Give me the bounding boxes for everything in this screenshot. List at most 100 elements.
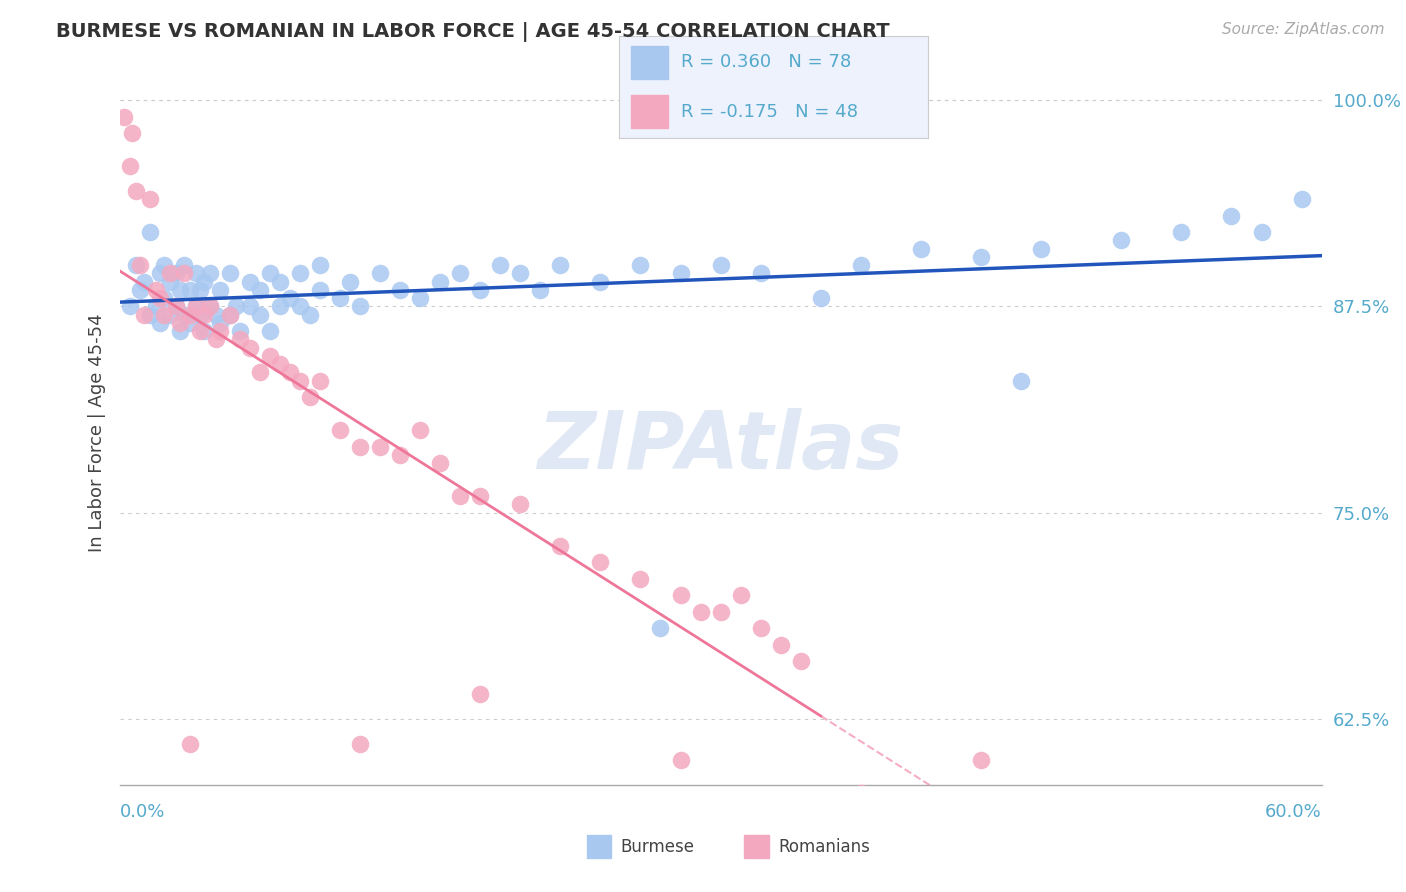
Point xyxy=(198,299,221,313)
Point xyxy=(269,357,291,371)
Point xyxy=(188,308,211,322)
Point xyxy=(489,258,512,272)
Point xyxy=(132,275,155,289)
Point xyxy=(173,258,195,272)
Point xyxy=(790,654,813,668)
Point xyxy=(165,299,187,313)
Point xyxy=(349,737,371,751)
Point xyxy=(124,184,146,198)
Point xyxy=(288,299,311,313)
Point xyxy=(1111,233,1133,247)
Point xyxy=(149,316,172,330)
Text: ZIPAtlas: ZIPAtlas xyxy=(537,408,904,486)
Point xyxy=(193,324,215,338)
Point xyxy=(228,332,252,346)
Point xyxy=(709,605,731,619)
Point xyxy=(849,786,872,800)
Point xyxy=(159,275,181,289)
Point xyxy=(329,291,352,305)
Text: R = -0.175   N = 48: R = -0.175 N = 48 xyxy=(681,103,858,120)
Point xyxy=(152,291,174,305)
Point xyxy=(730,588,752,602)
Point xyxy=(225,299,247,313)
Point xyxy=(149,266,172,280)
Point xyxy=(409,423,432,437)
Point xyxy=(449,489,471,503)
Point xyxy=(368,440,391,454)
Point xyxy=(630,258,652,272)
Point xyxy=(218,308,240,322)
Point xyxy=(259,266,281,280)
Point xyxy=(388,283,412,297)
Point xyxy=(1220,209,1243,223)
Point xyxy=(349,299,371,313)
Point xyxy=(193,275,215,289)
Point xyxy=(970,250,993,264)
Point xyxy=(193,308,215,322)
Point xyxy=(429,456,451,470)
Point xyxy=(970,753,993,767)
Point xyxy=(128,258,150,272)
Point xyxy=(269,275,291,289)
Point xyxy=(329,423,352,437)
Point xyxy=(509,266,531,280)
Text: 0.0%: 0.0% xyxy=(120,803,165,821)
Point xyxy=(1029,242,1052,256)
Point xyxy=(589,275,612,289)
Text: Source: ZipAtlas.com: Source: ZipAtlas.com xyxy=(1222,22,1385,37)
Point xyxy=(118,299,141,313)
Point xyxy=(208,283,231,297)
Bar xyxy=(631,95,668,128)
Point xyxy=(709,258,731,272)
Point xyxy=(509,497,531,511)
Point xyxy=(112,110,135,124)
Point xyxy=(228,324,252,338)
Point xyxy=(910,242,932,256)
Point xyxy=(309,374,332,388)
Point xyxy=(165,266,187,280)
Point xyxy=(468,489,492,503)
Point xyxy=(630,572,652,586)
Point xyxy=(198,299,221,313)
Point xyxy=(208,324,231,338)
Point xyxy=(249,283,271,297)
Point xyxy=(288,374,311,388)
Point xyxy=(449,266,471,280)
Point xyxy=(669,588,692,602)
Point xyxy=(749,266,772,280)
Point xyxy=(259,324,281,338)
Point xyxy=(159,266,181,280)
Point xyxy=(769,638,792,652)
Point xyxy=(124,258,146,272)
Point xyxy=(298,308,321,322)
Point xyxy=(349,440,371,454)
Point xyxy=(550,539,572,553)
Bar xyxy=(631,45,668,78)
Point xyxy=(204,332,226,346)
Point xyxy=(218,266,240,280)
Point xyxy=(239,299,262,313)
Point xyxy=(179,737,201,751)
Point xyxy=(179,308,201,322)
Point xyxy=(309,283,332,297)
Point xyxy=(188,324,211,338)
Point xyxy=(128,283,150,297)
Point xyxy=(749,621,772,635)
Y-axis label: In Labor Force | Age 45-54: In Labor Force | Age 45-54 xyxy=(87,313,105,552)
Point xyxy=(368,266,391,280)
Point xyxy=(121,126,143,140)
Point xyxy=(388,448,412,462)
Point xyxy=(339,275,361,289)
Point xyxy=(429,275,451,289)
Point xyxy=(1291,192,1313,206)
Point xyxy=(198,266,221,280)
Point xyxy=(239,341,262,355)
Text: Burmese: Burmese xyxy=(620,838,695,855)
Point xyxy=(849,258,872,272)
Text: 60.0%: 60.0% xyxy=(1265,803,1322,821)
Point xyxy=(1170,225,1192,239)
Point xyxy=(1250,225,1272,239)
Point xyxy=(184,299,207,313)
Point xyxy=(132,308,155,322)
Point xyxy=(138,225,160,239)
